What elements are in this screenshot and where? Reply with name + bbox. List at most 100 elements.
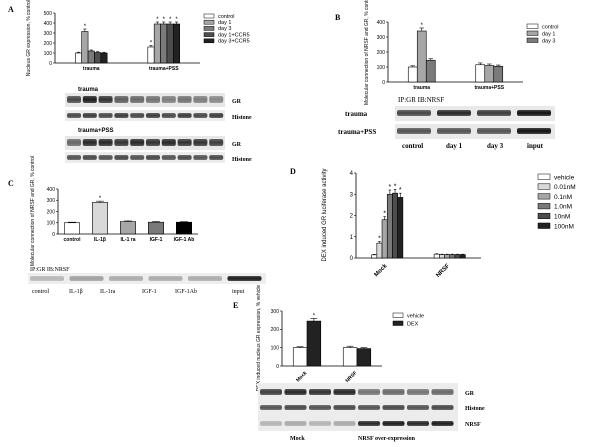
y-tick-label: 3 [350,192,354,198]
y-tick-label: 100 [271,345,280,351]
bar-B-0-1 [416,30,427,83]
y-tick-label: 300 [271,309,280,315]
blot-e: GR Histone NRSF Mock NRSF over-expressio… [258,383,485,442]
y-tick-label: 300 [44,31,53,37]
blot-band [130,155,145,160]
blot-band [193,96,208,103]
y-tick-label: 2 [350,214,354,220]
chart-c: 0 100 200 300 400 Molecular connection of NRS… [30,156,198,266]
legend-swatch [537,193,551,200]
blot-band [382,421,405,426]
legend-swatch [537,212,551,219]
category-label: control [64,237,82,243]
panel-letter-e: E [233,301,238,310]
bar-E-1-0 [342,347,358,367]
blot-a-pss: trauma+PSS GR Histone [65,128,252,163]
bar-E-0-1 [306,320,322,367]
blot-b-bands [397,110,551,134]
chart-E-y-axis-label: DEX induced nucleus GR expression, % veh… [256,285,262,392]
blot-band [407,405,429,410]
blot-c-bands [30,276,262,281]
blot-band [177,96,192,103]
chart-b: 0 100 200 300 400 Molecular connection of NRS… [364,0,559,105]
blot-b-lane-input: input [527,142,544,150]
blot-band [333,405,356,410]
blot-a-trauma-histone-label: Histone [232,115,252,121]
bar-A-0-2 [87,50,95,64]
blot-e-lane-nrsf: NRSF over-expression [358,436,416,442]
chart-D-legend: vehicle 0.01nM 0.1nM 1.0nM 10nM 100nM [537,173,576,230]
y-tick-label: 0 [52,232,55,238]
bar-A-1-0 [147,46,155,64]
blot-band [82,155,97,160]
blot-c-lane-il1ra: IL-1ra [100,289,116,295]
legend-swatch [203,26,215,31]
chart-e: 0 100 200 300 DEX induced nucleus GR express… [256,285,424,392]
chart-A-y-axis-label: Nucleus GR expression, % control [26,0,32,76]
significance-star: * [388,184,391,191]
y-tick-label: 400 [44,21,53,27]
blot-band [82,96,97,103]
bar-C-0 [64,222,81,235]
blot-band [98,96,113,103]
legend-label: DEX [407,321,419,327]
category-label: trauma [83,66,100,72]
blot-band [177,155,192,160]
legend-label: control [218,14,235,20]
legend-label: 0.01nM [554,184,576,191]
panel-letter-c: C [8,179,14,188]
blot-band [407,389,429,395]
blot-a-pss-gr-bands [67,139,224,146]
blot-band [431,405,454,410]
chart-E-legend: vehicle DEX [392,312,424,327]
blot-e-label-nrsf: NRSF [465,422,481,428]
bar-B-1-0 [475,64,486,83]
significance-star: * [156,17,159,23]
category-label: IL-1 ra [120,237,135,243]
blot-b-lane-day1: day 1 [446,142,463,150]
y-tick-label: 200 [377,50,386,56]
blot-band [333,421,356,426]
bar-B-1-1 [484,65,495,83]
blot-band [397,128,431,134]
y-tick-label: 200 [47,209,56,215]
blot-band [177,113,192,118]
blot-b-lane-day3: day 3 [487,142,504,150]
blot-band [209,155,224,160]
bar-C-1 [92,202,109,235]
blot-a-trauma-title: trauma [78,87,99,93]
blot-band [397,110,431,116]
significance-star: * [175,17,178,23]
blot-band [431,389,454,395]
blot-band [130,113,145,118]
legend-label: 10nM [554,214,570,221]
blot-band [146,96,160,103]
blot-band [130,139,145,146]
bar-A-1-3 [166,23,174,64]
blot-e-label-histone: Histone [465,406,485,412]
blot-c: IP:GR IB:NRSF control IL-1β IL-1ra IGF-1… [28,267,266,295]
bar-E-1-1 [356,348,372,367]
y-tick-label: 0 [382,80,385,86]
blot-band [358,405,380,410]
legend-label: day 1 [218,20,231,26]
y-tick-label: 500 [44,11,53,17]
bar-D-1-2 [444,254,451,259]
chart-D-y-axis-label: DEX induced GR luciferase activity [322,168,328,261]
bar-D-1-1 [439,254,445,259]
blot-band [284,389,307,395]
blot-c-lane-il1b: IL-1β [69,289,83,295]
blot-a-trauma-gr-label: GR [232,99,242,105]
blot-band [193,155,208,160]
bar-C-4 [176,221,193,235]
blot-band [284,405,307,410]
blot-band [67,155,81,160]
bar-D-1-5 [459,254,466,259]
bar-D-1-3 [449,254,456,259]
y-tick-label: 300 [377,35,386,41]
bar-C-3 [148,221,165,235]
blot-a-pss-histone-bands [67,155,224,160]
blot-band [193,139,208,146]
category-label: trauma+PSS [149,66,179,72]
